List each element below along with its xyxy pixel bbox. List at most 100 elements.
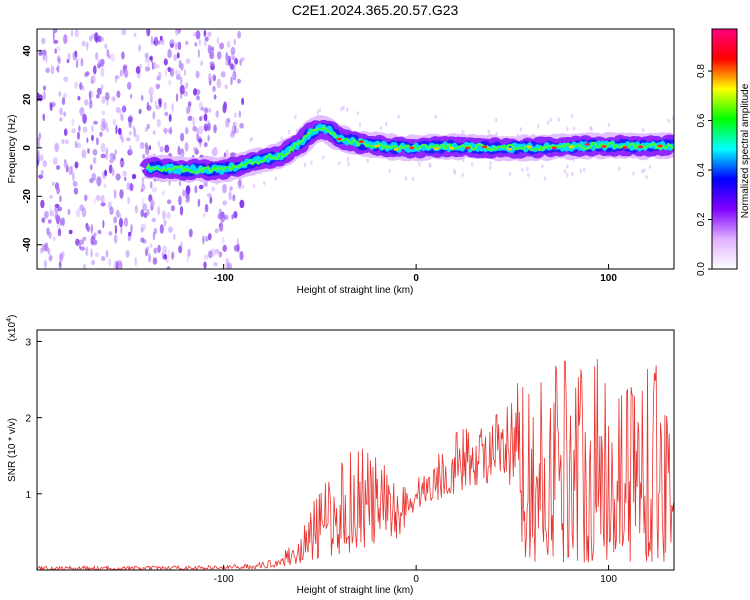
noise-speckle [185,185,191,195]
noise-speckle [87,148,90,154]
noise-speckle [150,199,155,207]
faint-speckle [379,126,383,131]
noise-speckle [116,90,121,98]
noise-speckle [130,93,133,99]
noise-speckle [174,42,178,51]
faint-speckle [566,164,569,169]
noise-speckle [47,247,51,255]
faint-speckle [566,126,569,132]
noise-speckle [193,88,198,96]
noise-speckle [233,211,238,219]
heatmap-x-tick-label: -100 [214,273,234,284]
noise-speckle [63,111,66,117]
noise-speckle [203,181,208,188]
ridge-peak-spot [358,140,364,143]
noise-speckle [38,94,43,102]
noise-speckle [218,251,223,258]
noise-speckle [100,153,106,159]
noise-speckle [240,57,245,62]
faint-speckle [453,168,456,173]
faint-speckle [546,120,550,125]
noise-speckle [142,203,148,212]
noise-speckle [93,198,96,205]
noise-speckle [157,244,161,253]
noise-speckle [115,261,119,269]
noise-speckle [74,161,79,169]
noise-speckle [192,31,197,37]
noise-speckle [109,158,114,164]
noise-speckle [184,69,187,77]
noise-speckle [212,146,218,157]
ridge-peak-spot [657,144,663,148]
noise-speckle [100,36,104,42]
faint-speckle [526,166,529,171]
noise-speckle [43,85,46,91]
noise-speckle [156,118,161,128]
noise-speckle [56,165,61,170]
noise-speckle [178,59,182,69]
noise-speckle [159,35,163,41]
faint-speckle [537,124,540,129]
noise-speckle [108,164,113,174]
noise-speckle [149,242,153,249]
noise-speckle [42,113,46,122]
noise-speckle [99,131,103,137]
ridge-peak-spot [336,137,342,141]
noise-speckle [201,114,204,122]
ridge-peak-spot [393,148,399,151]
noise-speckle [151,61,154,70]
faint-speckle [589,125,592,131]
noise-speckle [212,75,217,81]
noise-speckle [113,189,117,199]
noise-speckle [39,154,44,162]
noise-speckle [166,212,171,220]
noise-speckle [109,152,115,159]
noise-speckle [231,125,236,134]
noise-speckle [54,203,60,208]
noise-speckle [52,236,56,242]
faint-speckle [489,161,492,166]
colorbar-tick-label: 0.6 [696,113,707,127]
faint-speckle [617,166,621,171]
noise-speckle [59,195,62,203]
noise-speckle [225,149,229,158]
noise-speckle [95,36,98,44]
noise-speckle [238,110,241,118]
noise-speckle [142,153,146,160]
noise-speckle [131,173,137,180]
noise-speckle [229,186,233,191]
noise-speckle [102,121,108,130]
snr-series-line [37,359,674,570]
noise-speckle [171,250,175,259]
line-y-tick-label: 2 [25,414,31,425]
noise-speckle [65,139,69,144]
noise-speckle [121,137,125,143]
noise-speckle [179,205,184,216]
noise-speckle [91,33,95,40]
faint-speckle [643,168,646,173]
noise-speckle [170,205,175,212]
noise-speckle [204,235,209,242]
noise-speckle [63,34,68,45]
noise-speckle [234,122,238,128]
noise-speckle [153,61,157,70]
faint-speckle [310,160,313,165]
noise-speckle [127,116,133,123]
noise-speckle [225,260,230,269]
noise-speckle [104,169,108,176]
noise-speckle [186,105,191,115]
noise-speckle [220,213,225,223]
noise-speckle [113,216,117,224]
noise-speckle [175,93,179,103]
noise-speckle [202,212,206,218]
noise-speckle [71,118,75,127]
noise-speckle [82,236,87,241]
noise-speckle [185,82,189,90]
noise-speckle [202,235,205,245]
noise-speckle [59,107,63,116]
heatmap-x-tick-label: 0 [413,273,419,284]
noise-speckle [197,198,201,207]
noise-speckle [54,206,59,213]
noise-speckle [230,152,236,158]
noise-speckle [155,83,160,90]
